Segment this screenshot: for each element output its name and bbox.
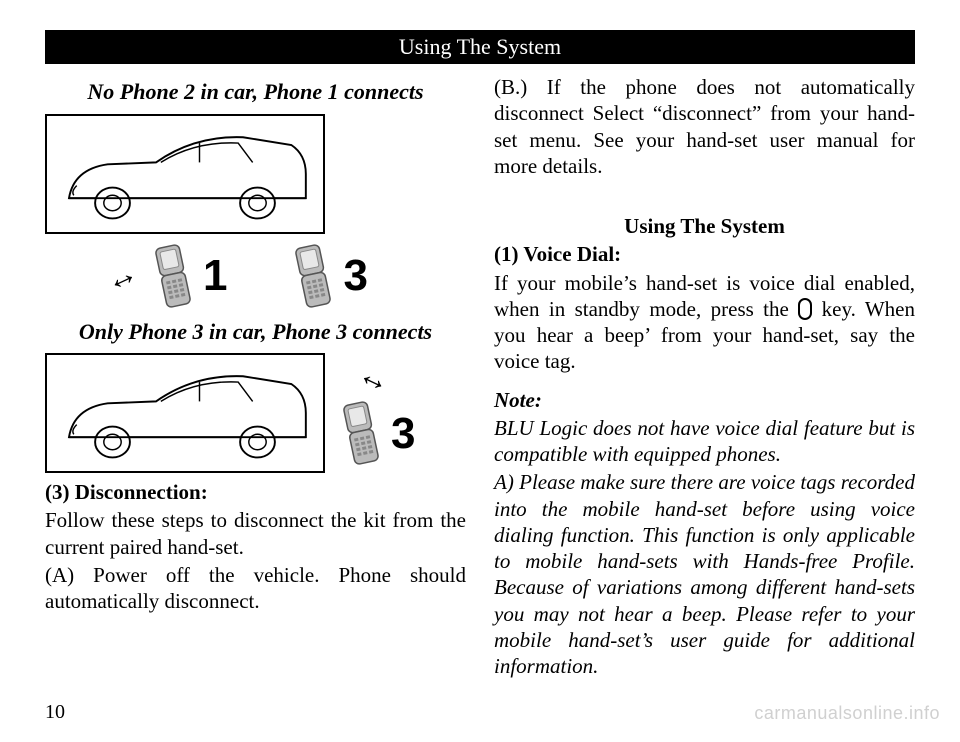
scenario2-title: Only Phone 3 in car, Phone 3 connects: [45, 318, 466, 346]
double-arrow-icon: ↔: [98, 251, 144, 301]
using-system-heading: Using The System: [494, 213, 915, 239]
watermark-text: carmanualsonline.info: [754, 703, 940, 724]
scenario2-row: ↔ 3: [45, 353, 466, 473]
phone-3b-label: 3: [391, 406, 415, 461]
right-column: (B.) If the phone does not automatically…: [494, 74, 915, 681]
car-illustration-2: [45, 353, 325, 473]
page-header-title: Using The System: [399, 34, 561, 59]
phone-3b-group: 3: [335, 397, 415, 469]
disconnection-step-a: (A) Power off the vehicle. Phone should …: [45, 562, 466, 615]
phone-1-group: 1: [147, 240, 227, 312]
two-column-layout: No Phone 2 in car, Phone 1 connects ↔: [45, 74, 915, 681]
page-number: 10: [45, 701, 65, 724]
phone-3a-label: 3: [343, 248, 367, 303]
car-svg-1: [47, 116, 323, 232]
scenario1-title: No Phone 2 in car, Phone 1 connects: [45, 78, 466, 106]
disconnection-step-b: (B.) If the phone does not automatically…: [494, 74, 915, 179]
double-arrow-icon: ↔: [352, 352, 398, 402]
voice-dial-heading: (1) Voice Dial:: [494, 241, 915, 267]
car-illustration-1: [45, 114, 325, 234]
note-body-2: A) Please make sure there are voice tags…: [494, 469, 915, 679]
disconnection-heading: (3) Disconnection:: [45, 479, 466, 505]
note-body-1: BLU Logic does not have voice dial featu…: [494, 415, 915, 468]
phone-key-icon: [798, 298, 812, 320]
left-column: No Phone 2 in car, Phone 1 connects ↔: [45, 74, 466, 681]
disconnection-body: Follow these steps to disconnect the kit…: [45, 507, 466, 560]
note-heading: Note:: [494, 387, 915, 413]
flip-phone-icon: [287, 240, 339, 312]
phone-3a-group: 3: [287, 240, 367, 312]
phones-row-1: ↔ 1: [45, 240, 466, 312]
page-header-bar: Using The System: [45, 30, 915, 64]
flip-phone-icon: [147, 240, 199, 312]
phone-1-label: 1: [203, 248, 227, 303]
flip-phone-icon: [335, 397, 387, 469]
voice-dial-body: If your mobile’s hand-set is voice dial …: [494, 270, 915, 375]
car-svg-2: [47, 355, 323, 471]
